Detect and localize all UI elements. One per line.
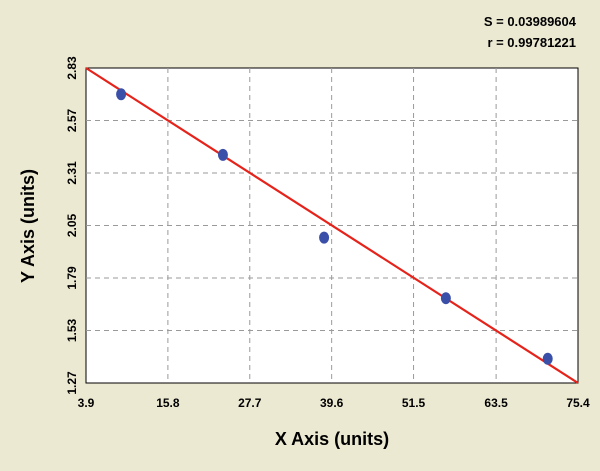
x-tick-label: 3.9	[78, 396, 95, 410]
data-point	[217, 148, 228, 161]
gridlines	[86, 68, 578, 383]
x-tick-label: 15.8	[156, 396, 180, 410]
data-point	[542, 352, 553, 365]
y-axis-label: Y Axis (units)	[18, 169, 38, 283]
s-statistic: S = 0.03989604	[484, 14, 577, 29]
x-tick-label: 63.5	[484, 396, 508, 410]
y-tick-label: 1.53	[65, 318, 79, 342]
fit-line	[85, 67, 579, 384]
x-tick-label: 51.5	[402, 396, 426, 410]
x-tick-label: 27.7	[238, 396, 262, 410]
x-tick-label: 39.6	[320, 396, 344, 410]
r-statistic: r = 0.99781221	[487, 35, 576, 50]
y-tick-label: 2.83	[65, 56, 79, 80]
y-tick-label: 1.79	[65, 266, 79, 290]
x-axis-label: X Axis (units)	[275, 429, 389, 449]
y-tick-label: 2.05	[65, 213, 79, 237]
data-marks	[85, 67, 579, 384]
data-point	[116, 88, 127, 101]
x-tick-label: 75.4	[566, 396, 590, 410]
y-tick-label: 1.27	[65, 371, 79, 395]
y-tick-label: 2.31	[65, 161, 79, 185]
data-point	[440, 292, 451, 305]
y-tick-label: 2.57	[65, 108, 79, 132]
tick-labels: 3.9 15.8 27.7 39.6 51.5 63.5 75.4 1.27 1.53 1.79 2…	[65, 56, 590, 410]
data-point	[319, 231, 330, 244]
